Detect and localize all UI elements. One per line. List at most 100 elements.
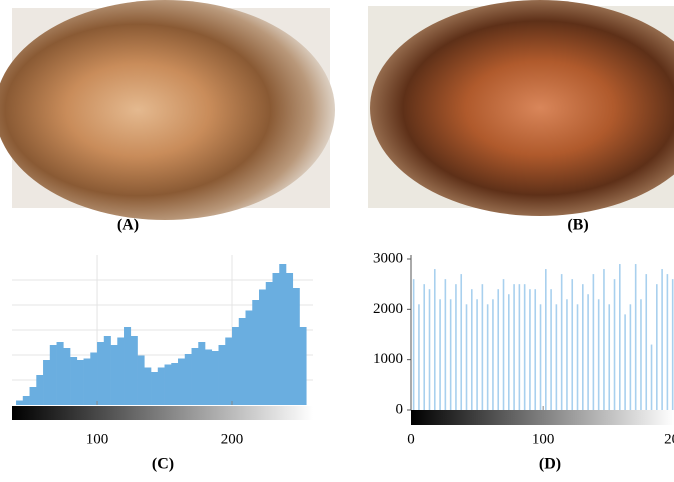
bar bbox=[412, 279, 415, 410]
histogram-bar bbox=[124, 327, 132, 405]
y-tick-label: 1000 bbox=[373, 351, 403, 367]
bar bbox=[597, 299, 600, 410]
histogram-bar bbox=[103, 336, 111, 405]
bar bbox=[571, 279, 574, 410]
bar bbox=[656, 284, 658, 410]
histogram-bar bbox=[117, 337, 125, 405]
histogram-bar bbox=[56, 342, 64, 405]
bar bbox=[629, 304, 632, 410]
bar bbox=[645, 274, 648, 410]
histogram-bar bbox=[191, 348, 199, 405]
bar bbox=[433, 269, 436, 410]
x-tick-label: 100 bbox=[532, 431, 555, 447]
histogram-bar bbox=[272, 273, 280, 405]
bar bbox=[460, 274, 463, 410]
bar bbox=[624, 314, 626, 410]
histogram-bar bbox=[286, 273, 294, 405]
histogram-bar bbox=[252, 300, 260, 405]
plot bbox=[412, 264, 674, 410]
histogram-bar bbox=[97, 342, 105, 405]
bar bbox=[566, 299, 568, 410]
histogram-bar bbox=[238, 318, 246, 405]
histogram-bar bbox=[164, 364, 172, 405]
y-tick-label: 3000 bbox=[373, 250, 403, 266]
bar bbox=[428, 289, 431, 410]
bar bbox=[507, 294, 510, 410]
bar bbox=[455, 284, 457, 410]
histogram-bar bbox=[16, 400, 24, 405]
histogram-bar bbox=[259, 289, 267, 405]
histogram-bar bbox=[205, 349, 213, 405]
x-tick-label: 200 bbox=[221, 431, 244, 447]
bar bbox=[523, 284, 526, 410]
bar bbox=[492, 299, 494, 410]
bar bbox=[666, 274, 669, 410]
x-tick-label: 200 bbox=[664, 431, 674, 447]
histogram-bar bbox=[29, 387, 37, 405]
bar bbox=[497, 289, 500, 410]
bar bbox=[582, 284, 584, 410]
histogram-bar bbox=[22, 396, 30, 405]
bar bbox=[603, 269, 605, 410]
bar bbox=[476, 299, 478, 410]
bar bbox=[465, 304, 468, 410]
bar bbox=[661, 269, 663, 410]
histogram-bar bbox=[218, 345, 226, 405]
lesion-b bbox=[370, 0, 674, 216]
bar bbox=[550, 289, 552, 410]
bar bbox=[481, 284, 484, 410]
histogram-bar bbox=[265, 282, 273, 405]
histogram-bar bbox=[63, 348, 71, 405]
bar bbox=[613, 279, 616, 410]
bar bbox=[560, 274, 563, 410]
bar bbox=[449, 299, 452, 410]
colorbar bbox=[12, 406, 313, 420]
histogram-bar bbox=[232, 327, 240, 405]
bar bbox=[444, 279, 447, 410]
histogram-bar bbox=[151, 372, 159, 405]
bar bbox=[587, 294, 589, 410]
bar bbox=[650, 344, 653, 410]
histogram-bar bbox=[292, 288, 300, 405]
histogram-bar bbox=[43, 360, 51, 405]
caption: (A) bbox=[117, 217, 139, 234]
bar bbox=[486, 304, 489, 410]
bar bbox=[619, 264, 621, 410]
x-tick-label: 100 bbox=[86, 431, 109, 447]
histogram-bar bbox=[70, 357, 78, 405]
bar bbox=[592, 274, 595, 410]
histogram-bar bbox=[110, 345, 118, 405]
y-tick-label: 2000 bbox=[373, 301, 403, 317]
histogram-bar bbox=[83, 358, 91, 405]
bar bbox=[502, 279, 505, 410]
bar bbox=[671, 279, 674, 410]
plot bbox=[12, 255, 313, 405]
histogram-bar bbox=[157, 367, 165, 405]
caption: (C) bbox=[152, 456, 174, 473]
caption: (D) bbox=[539, 456, 561, 473]
histogram-bar bbox=[144, 367, 152, 405]
bar bbox=[634, 264, 637, 410]
histogram-bar bbox=[137, 355, 145, 405]
histogram-bar bbox=[245, 310, 253, 405]
histogram-bar bbox=[90, 352, 98, 405]
histogram-bar bbox=[178, 358, 186, 405]
bar bbox=[439, 299, 441, 410]
histogram-bar bbox=[76, 360, 84, 405]
histogram-bar bbox=[279, 264, 287, 405]
bar bbox=[529, 289, 531, 410]
y-tick-label: 0 bbox=[396, 401, 404, 417]
histogram-bar bbox=[49, 345, 57, 405]
bar bbox=[640, 299, 642, 410]
bar bbox=[539, 304, 542, 410]
histogram-bar bbox=[130, 336, 138, 405]
bar bbox=[576, 304, 579, 410]
histogram-bar bbox=[171, 363, 179, 405]
bar bbox=[470, 289, 473, 410]
bar bbox=[608, 304, 611, 410]
histogram-bar bbox=[184, 354, 192, 405]
histogram-bar bbox=[299, 327, 307, 405]
histogram-bar bbox=[36, 375, 44, 405]
bar bbox=[418, 304, 420, 410]
